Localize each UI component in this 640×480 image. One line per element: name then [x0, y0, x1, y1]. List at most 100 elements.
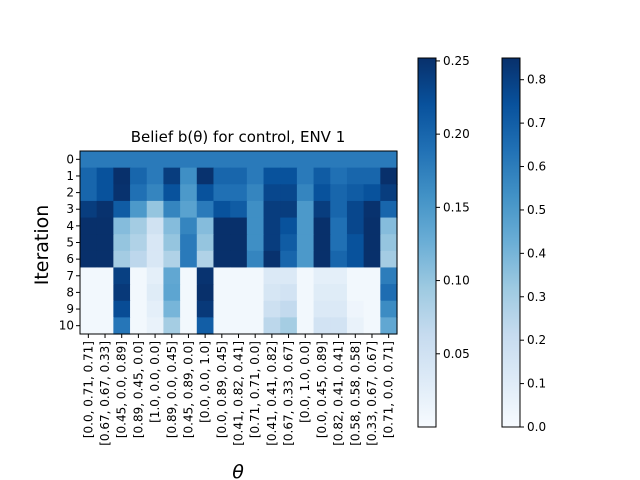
- heatmap-cell: [346, 217, 365, 235]
- heatmap-cell: [146, 200, 165, 219]
- heatmap-cell: [363, 167, 381, 185]
- heatmap-cell: [263, 184, 281, 202]
- heatmap-cell: [296, 250, 315, 269]
- y-axis-label: Iteration: [31, 205, 53, 286]
- heatmap-cell: [180, 167, 198, 185]
- y-tick-label: 8: [66, 285, 74, 299]
- heatmap-cell: [263, 250, 281, 269]
- heatmap-cell: [96, 234, 114, 252]
- heatmap-cell: [196, 317, 215, 335]
- heatmap-cell: [130, 200, 148, 219]
- heatmap-cell: [246, 200, 265, 219]
- heatmap-cell: [113, 217, 131, 235]
- heatmap-cell: [313, 167, 331, 185]
- heatmap-cell: [113, 267, 131, 285]
- heatmap-cell: [363, 151, 381, 169]
- x-tick-label: [0.41, 0.41, 0.82]: [265, 341, 279, 446]
- heatmap-cell: [113, 167, 131, 185]
- heatmap-cell: [196, 217, 215, 235]
- heatmap-cell: [346, 250, 365, 269]
- colorbar-tick-label: 0.6: [527, 160, 546, 174]
- x-axis-ticks: [0.0, 0.71, 0.71] [0.67, 0.67, 0.33] [0.45…: [81, 334, 396, 446]
- heatmap-cell: [380, 200, 398, 219]
- x-tick-label: [1.0, 0.0, 0.0]: [148, 341, 162, 423]
- heatmap-cell: [313, 250, 331, 269]
- heatmap-cell: [196, 184, 215, 202]
- x-tick-label: [0.45, 0.89, 0.0]: [181, 341, 195, 438]
- heatmap-cell: [80, 200, 98, 219]
- heatmap-cell: [96, 167, 114, 185]
- x-tick-label: [0.89, 0.45, 0.0]: [131, 341, 145, 438]
- heatmap-cell: [330, 151, 348, 169]
- heatmap-cell: [330, 267, 348, 285]
- colorbar-2-ticks: 0.0 0.1 0.2 0.3 0.4 0.5 0.6 0.7 0.8: [520, 73, 546, 434]
- heatmap-cell: [130, 184, 148, 202]
- x-tick-label: [0.41, 0.82, 0.41]: [232, 341, 246, 446]
- heatmap-cell: [130, 167, 148, 185]
- colorbar-1-ticks: 0.05 0.10 0.15 0.20 0.25: [436, 54, 470, 361]
- heatmap-cell: [380, 151, 398, 169]
- heatmap-cell: [246, 250, 265, 269]
- heatmap-cell: [130, 300, 148, 318]
- heatmap-cell: [113, 317, 131, 335]
- heatmap-cell: [263, 317, 281, 335]
- heatmap-cell: [330, 284, 348, 302]
- heatmap-cell: [263, 234, 281, 252]
- heatmap-cell: [196, 234, 215, 252]
- heatmap-cell: [163, 300, 181, 318]
- heatmap-cell: [380, 167, 398, 185]
- heatmap-cell: [296, 284, 315, 302]
- heatmap-cell: [146, 217, 165, 235]
- heatmap-cell: [380, 184, 398, 202]
- heatmap-cell: [296, 300, 315, 318]
- heatmap-cell: [213, 267, 231, 285]
- heatmap-cell: [196, 151, 215, 169]
- heatmap-cell: [313, 317, 331, 335]
- heatmap-cell: [163, 250, 181, 269]
- heatmap-cell: [80, 217, 98, 235]
- heatmap-cell: [280, 267, 298, 285]
- colorbar-tick-label: 0.3: [527, 290, 546, 304]
- x-tick-label: [0.0, 0.0, 1.0]: [198, 341, 212, 423]
- heatmap-cell: [346, 234, 365, 252]
- heatmap-cell: [130, 151, 148, 169]
- heatmap-cell: [163, 151, 181, 169]
- x-tick-label: [0.67, 0.33, 0.67]: [282, 341, 296, 446]
- heatmap-cell: [80, 184, 98, 202]
- heatmap-cell: [213, 250, 231, 269]
- y-tick-label: 5: [66, 236, 74, 250]
- x-tick-label: [0.58, 0.58, 0.58]: [348, 341, 362, 446]
- heatmap-cell: [230, 250, 248, 269]
- heatmap-cell: [213, 217, 231, 235]
- heatmap-cell: [363, 184, 381, 202]
- heatmap-cell: [163, 217, 181, 235]
- colorbar-2-fill: [501, 57, 521, 428]
- colorbar-tick-label: 0.8: [527, 73, 546, 87]
- heatmap-cell: [213, 234, 231, 252]
- y-tick-label: 2: [66, 186, 74, 200]
- heatmap-cell: [363, 217, 381, 235]
- heatmap-cell: [80, 250, 98, 269]
- heatmap-cell: [130, 284, 148, 302]
- colorbar-tick-label: 0.05: [443, 347, 470, 361]
- heatmap-cell: [213, 317, 231, 335]
- heatmap-cell: [96, 267, 114, 285]
- heatmap-cell: [380, 284, 398, 302]
- heatmap-cell: [80, 284, 98, 302]
- heatmap-cell: [180, 300, 198, 318]
- heatmap-cell: [330, 234, 348, 252]
- y-tick-label: 7: [66, 269, 74, 283]
- heatmap-cell: [146, 250, 165, 269]
- heatmap-cell: [346, 300, 365, 318]
- colorbar-tick-label: 0.5: [527, 203, 546, 217]
- heatmap-cell: [146, 300, 165, 318]
- heatmap-cell: [113, 200, 131, 219]
- heatmap-cell: [113, 284, 131, 302]
- x-tick-label: [0.0, 0.89, 0.45]: [215, 341, 229, 438]
- colorbar-tick-label: 0.15: [443, 200, 470, 214]
- y-axis-ticks: 0 1 2 3 4 5 6 7 8 9 10: [59, 152, 80, 333]
- heatmap-cell: [96, 250, 114, 269]
- heatmap-cell: [196, 167, 215, 185]
- heatmap-cell: [146, 184, 165, 202]
